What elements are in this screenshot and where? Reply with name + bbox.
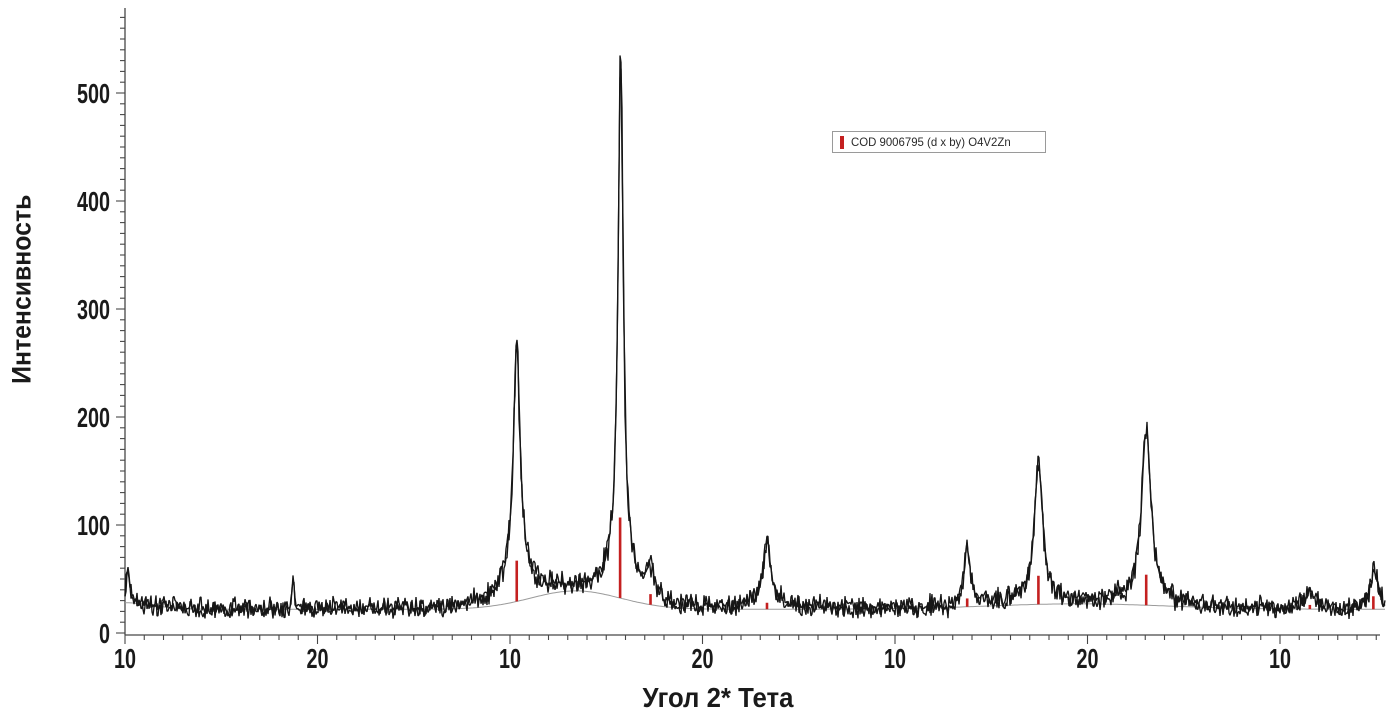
y-tick-label: 500	[77, 78, 110, 109]
x-tick-label: 10	[114, 643, 136, 674]
legend: COD 9006795 (d x by) O4V2Zn	[832, 131, 1046, 153]
x-tick-label: 20	[307, 643, 329, 674]
x-tick-label: 10	[1269, 643, 1291, 674]
y-tick-label: 400	[77, 186, 110, 217]
reference-stick-icon	[840, 135, 844, 149]
y-tick-label: 300	[77, 294, 110, 325]
x-tick-label: 20	[692, 643, 714, 674]
x-tick-label: 10	[499, 643, 521, 674]
x-axis-title: Угол 2* Тета	[642, 682, 794, 713]
y-tick-label: 200	[77, 402, 110, 433]
y-axis-title: Интенсивность	[6, 194, 37, 384]
x-tick-label: 20	[1077, 643, 1099, 674]
y-tick-label: 100	[77, 510, 110, 541]
y-tick-label: 0	[99, 618, 110, 649]
measured-curve	[124, 55, 1386, 619]
x-tick-label: 10	[884, 643, 906, 674]
legend-label: COD 9006795 (d x by) O4V2Zn	[851, 135, 1011, 149]
measured-curve	[124, 68, 1386, 619]
